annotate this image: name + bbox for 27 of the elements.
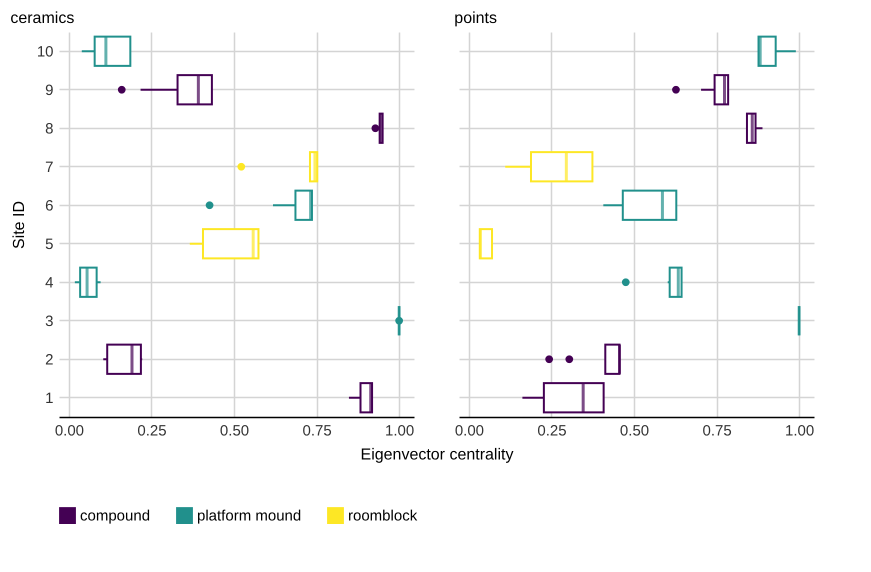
y-axis-title: Site ID [10,200,28,250]
y-tick-label: 6 [45,197,54,214]
y-tick-label: 9 [45,82,54,99]
legend-label: roomblock [348,508,418,525]
x-axis-title: Eigenvector centrality [360,446,514,464]
y-tick-label: 1 [45,390,54,407]
chart-title: ceramics [10,10,74,27]
x-tick-label: 0.75 [302,422,332,440]
x-tick-label: 0.25 [137,422,167,440]
y-tick-label: 10 [36,43,54,60]
y-tick-label: 7 [45,158,54,176]
x-tick-label: 1.00 [785,422,814,440]
legend-label: platform mound [197,508,302,525]
x-tick-label: 0.00 [54,422,84,440]
x-tick-label: 0.00 [454,422,484,440]
y-tick-label: 5 [45,236,54,253]
legend-label: compound [80,508,150,525]
chart-title: points [454,10,498,27]
y-tick-label: 2 [45,351,54,368]
y-tick-label: 4 [45,274,54,292]
y-tick-label: 3 [45,312,54,330]
x-tick-label: 1.00 [385,422,414,440]
x-tick-label: 0.50 [620,422,650,440]
x-tick-label: 0.75 [702,422,732,440]
y-tick-label: 8 [45,120,54,138]
x-tick-label: 0.50 [220,422,250,440]
x-tick-label: 0.25 [537,422,567,440]
